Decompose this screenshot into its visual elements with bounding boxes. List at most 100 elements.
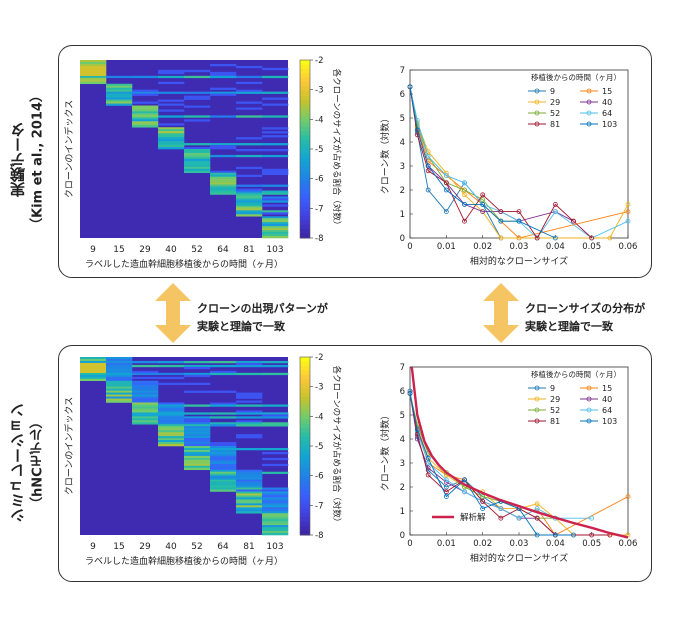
y-tick-label: 1 [400, 507, 405, 517]
heatmap-x-tick: 29 [139, 542, 151, 552]
heatmap-cell [158, 440, 185, 443]
heatmap-cell [262, 67, 289, 71]
heatmap-cell [210, 477, 237, 480]
heatmap-cell [184, 451, 211, 455]
heatmap-cell [80, 374, 107, 378]
colorbar-segment [300, 446, 310, 451]
heatmap-cell [132, 101, 159, 104]
heatmap-cell [106, 394, 133, 397]
heatmap-cell [106, 376, 133, 380]
heatmap-cell [158, 364, 185, 368]
heatmap-cell [132, 360, 159, 364]
heatmap-cell [158, 420, 185, 423]
heatmap-cell [236, 509, 263, 512]
colorbar-segment [300, 233, 310, 239]
heatmap-cell [106, 89, 133, 92]
analytic-curve [410, 366, 629, 539]
series-point-15 [625, 494, 631, 500]
x-tick-label: 0 [407, 242, 412, 252]
series-point-103 [498, 218, 504, 224]
heatmap-cell [158, 103, 185, 106]
heatmap-cell [132, 402, 159, 405]
heatmap-cell [132, 408, 159, 411]
heatmap-cell [262, 412, 289, 415]
heatmap-cell [106, 75, 133, 79]
heatmap-cell [262, 154, 289, 158]
experiment-section-label: 実験データ （Kim et al., 2014） [8, 60, 52, 260]
heatmap-cell [236, 192, 263, 195]
x-tick-label: 0.02 [473, 539, 492, 549]
experiment-title: 実験データ [9, 122, 27, 198]
heatmap-cell [262, 495, 289, 498]
heatmap-cell [236, 184, 263, 187]
colorbar-tick-label: -8 [315, 234, 323, 244]
legend-marker-40 [586, 99, 592, 105]
colorbar-segment [300, 184, 310, 190]
heatmap-cell [132, 125, 159, 128]
heatmap-cell [132, 398, 159, 401]
series-point-103 [516, 218, 522, 224]
heatmap-cell [236, 485, 263, 488]
colorbar-segment [300, 175, 310, 181]
heatmap-cell [236, 501, 263, 504]
heatmap-cell [262, 491, 289, 494]
heatmap-cell [210, 453, 237, 457]
heatmap-cell [262, 170, 289, 174]
series-point-103 [425, 163, 431, 169]
heatmap-cell [236, 434, 263, 437]
heatmap-cell [262, 404, 289, 407]
heatmap-cell [210, 447, 237, 451]
heatmap-cell [236, 143, 263, 146]
heatmap-cell [210, 87, 237, 90]
heatmap-cell [106, 398, 133, 401]
heatmap-cell [262, 228, 289, 231]
heatmap-cell [262, 501, 289, 504]
series-point-81 [589, 532, 595, 538]
heatmap-cell [158, 424, 185, 427]
series-point-103 [443, 494, 449, 500]
series-point-52 [480, 494, 486, 500]
series-point-81 [571, 218, 576, 224]
series-point-64 [443, 477, 449, 483]
heatmap-cell [132, 412, 159, 415]
colorbar-segment [300, 428, 310, 434]
heatmap-cell [262, 525, 289, 528]
heatmap-cell [132, 410, 159, 413]
plot-area [409, 69, 629, 239]
heatmap-cell [210, 444, 237, 447]
heatmap-cell [184, 453, 211, 457]
heatmap-cell [236, 420, 263, 423]
y-axis-label: クローン数（対数） [379, 411, 391, 492]
heatmap-cell [262, 414, 289, 417]
legend-marker-29 [534, 396, 540, 402]
heatmap-cell [184, 442, 211, 445]
colorbar-label: 各クローンのサイズが占める割合（対数） [331, 366, 342, 527]
heatmap-cell [236, 479, 263, 482]
heatmap-cell [236, 214, 263, 217]
heatmap-cell [236, 372, 263, 376]
heatmap-cell [210, 143, 237, 146]
heatmap-cell [80, 376, 107, 380]
heatmap-cell [262, 232, 289, 235]
heatmap-cell [184, 438, 211, 441]
heatmap-cell [184, 164, 211, 168]
series-point-29 [462, 192, 467, 198]
heatmap-cell [210, 487, 237, 490]
heatmap-cell [132, 117, 159, 120]
heatmap-y-label: クローンのインデックス [63, 397, 75, 495]
heatmap-cell [184, 372, 211, 376]
heatmap-cell [210, 412, 237, 415]
heatmap-cell [158, 109, 185, 112]
heatmap-cell [158, 438, 185, 441]
right-agreement-line2: 実験と理論で一致 [525, 319, 613, 333]
heatmap-cell [184, 444, 211, 447]
colorbar-segment [300, 503, 310, 509]
heatmap-cell [236, 208, 263, 211]
colorbar-segment [300, 494, 310, 500]
colorbar-segment [300, 388, 310, 394]
heatmap-cell [262, 192, 289, 195]
heatmap-cell [106, 372, 133, 376]
heatmap-cell [184, 418, 211, 421]
heatmap-cell [158, 123, 185, 126]
colorbar-segment [300, 526, 310, 532]
